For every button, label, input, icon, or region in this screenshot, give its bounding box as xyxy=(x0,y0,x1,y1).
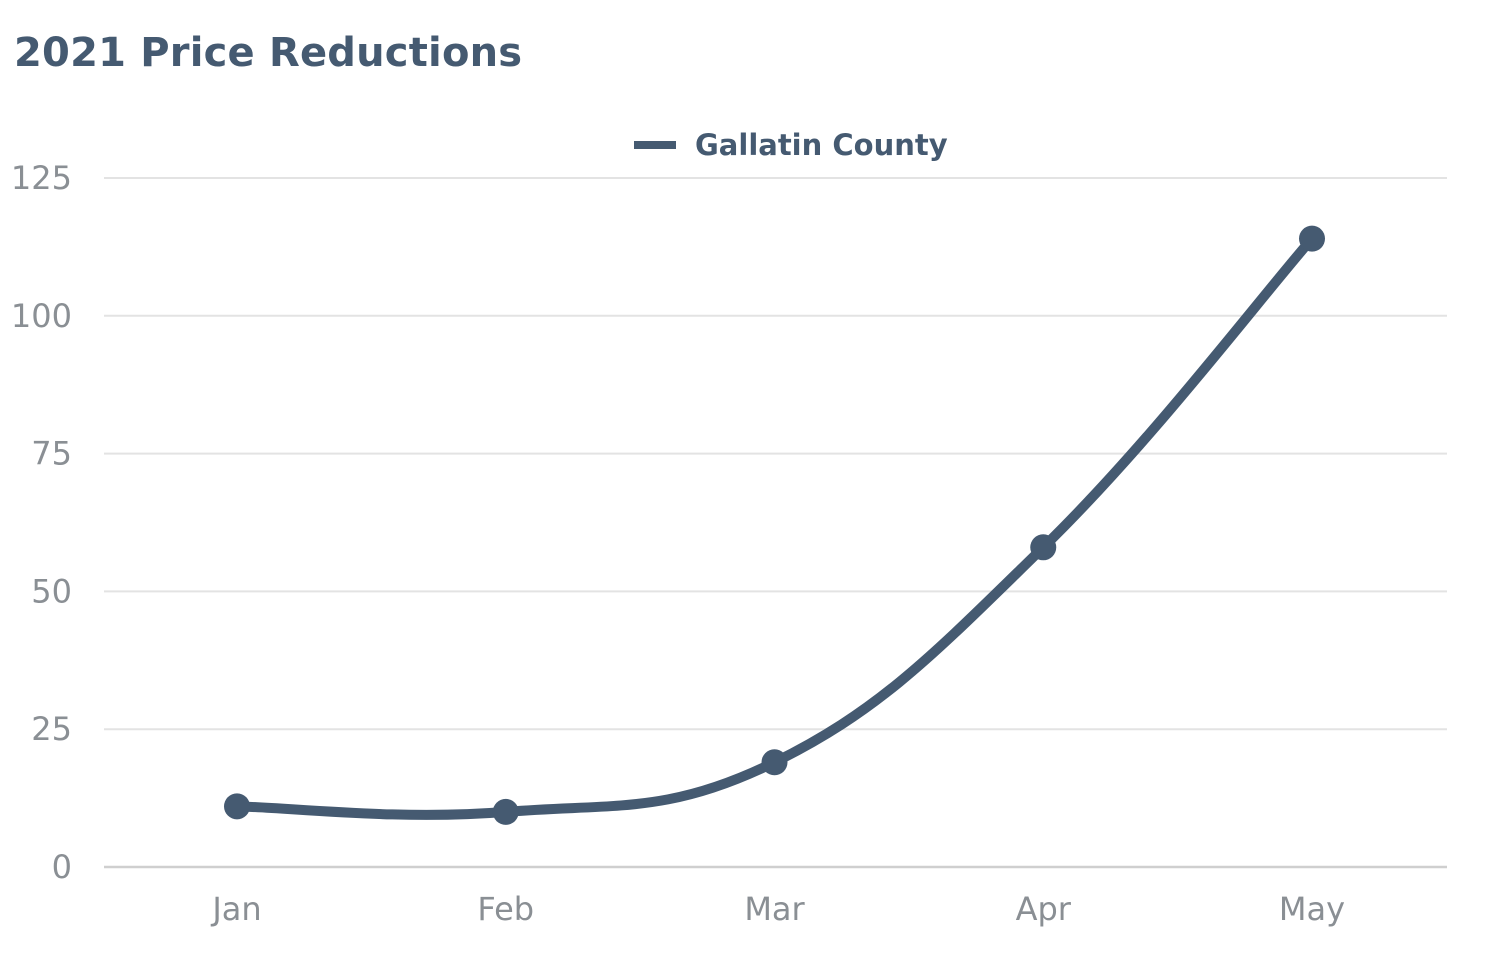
x-tick-label: Apr xyxy=(1016,890,1072,928)
data-point xyxy=(492,798,519,825)
data-point xyxy=(1299,225,1325,252)
x-axis: Jan Feb Mar Apr May xyxy=(210,890,1345,928)
y-tick-label: 75 xyxy=(31,435,72,473)
series-lines xyxy=(232,233,1317,820)
y-tick-label: 50 xyxy=(31,572,72,610)
x-tick-label: Mar xyxy=(744,890,805,928)
series-line xyxy=(232,233,1317,820)
x-tick-label: Feb xyxy=(477,890,534,928)
x-tick-label: Jan xyxy=(210,890,261,928)
chart-title: 2021 Price Reductions xyxy=(14,30,523,76)
y-axis: 0 25 50 75 100 125 xyxy=(11,159,72,886)
legend-label: Gallatin County xyxy=(695,128,948,162)
gridlines xyxy=(104,177,1447,869)
legend: Gallatin County xyxy=(634,128,948,162)
y-tick-label: 25 xyxy=(31,710,72,748)
data-point xyxy=(224,793,250,820)
x-tick-label: May xyxy=(1279,890,1345,928)
data-points xyxy=(224,225,1325,825)
y-tick-label: 0 xyxy=(52,848,72,886)
y-tick-label: 100 xyxy=(11,297,72,335)
y-tick-label: 125 xyxy=(11,159,72,197)
data-point xyxy=(761,749,788,776)
data-point xyxy=(1030,534,1057,561)
